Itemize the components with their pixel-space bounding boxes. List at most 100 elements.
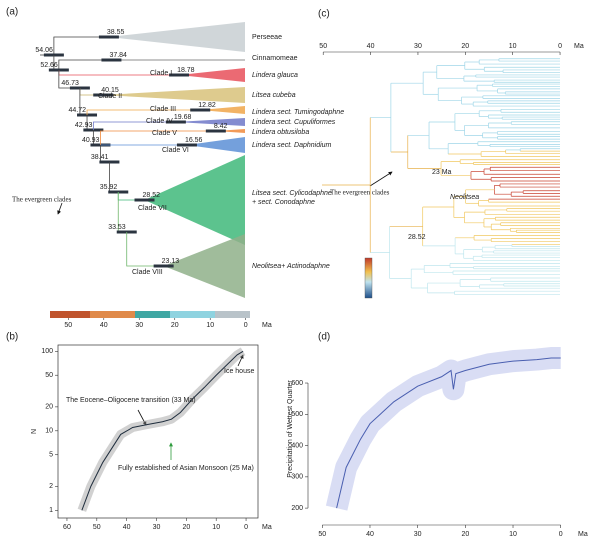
x-tick-label: 50 <box>64 322 72 329</box>
clade-label: Clade I <box>150 70 172 77</box>
x-tick-label: 20 <box>182 524 190 531</box>
node-age-label: 38.41 <box>91 154 109 161</box>
clade-label: Clade VI <box>162 147 189 154</box>
taxon-label: Litsea sect. Cylicodaphne <box>252 190 332 197</box>
x-tick-label: 40 <box>367 43 375 50</box>
clade-triangle <box>144 155 245 245</box>
clade-triangle <box>179 68 245 82</box>
y-axis-label: N <box>31 429 38 434</box>
node-age-label: 23.13 <box>162 258 180 265</box>
annotation: Fully established of Asian Monsoon (25 M… <box>118 465 254 472</box>
node-age-label: 35.92 <box>100 184 118 191</box>
x-tick-label: 50 <box>93 524 101 531</box>
x-tick-label: 30 <box>414 531 422 538</box>
x-tick-label: 20 <box>461 43 469 50</box>
x-tick-label: 10 <box>509 531 517 538</box>
x-tick-label: 0 <box>559 531 563 538</box>
node-age-bar <box>93 93 114 97</box>
node-age-label: 16.56 <box>185 137 203 144</box>
node-age-bar <box>176 143 197 147</box>
node-age-label: 28.52 <box>143 192 161 199</box>
clade-label: Clade II <box>98 93 122 100</box>
node-age-bar <box>101 58 122 62</box>
arrow <box>57 202 63 215</box>
line-band <box>77 347 246 512</box>
x-tick-label: 30 <box>153 524 161 531</box>
arrow <box>369 171 393 187</box>
node-age-label: 54.06 <box>35 47 53 54</box>
clade-triangle <box>200 106 245 114</box>
clade-triangle <box>175 118 245 126</box>
node-age-label: 40.93 <box>82 137 100 144</box>
x-tick-label: 20 <box>171 322 179 329</box>
branch <box>86 109 201 115</box>
taxon-label: Lindera sect. Cupuliformes <box>252 119 336 126</box>
y-tick-label: 500 <box>291 411 303 418</box>
x-tick-label: 40 <box>123 524 131 531</box>
node-age-label: 33.53 <box>108 224 126 231</box>
node-age-label: 46.73 <box>61 80 79 87</box>
y-axis-label: Precipitation of Wettest Quarter <box>287 380 294 478</box>
x-tick-label: 30 <box>414 43 422 50</box>
branch <box>100 130 216 145</box>
annotation: The evergreen clades <box>12 196 72 204</box>
taxon-label: Lindera sect. Tumingodaphne <box>252 109 344 116</box>
x-tick-label: 20 <box>461 531 469 538</box>
taxon-label: + sect. Conodaphne <box>252 199 315 206</box>
taxon-label: Lindera glauca <box>252 72 298 79</box>
y-tick-label: 600 <box>291 380 303 387</box>
node-age-label: 8.42 <box>214 123 228 130</box>
color-legend <box>364 257 373 299</box>
branch <box>58 59 112 70</box>
x-tick-label: 0 <box>244 322 248 329</box>
node-age-bar <box>190 108 211 112</box>
y-tick-label: 10 <box>45 428 53 435</box>
node-age-label: 37.84 <box>109 52 127 59</box>
x-tick-label: 0 <box>558 43 562 50</box>
x-axis-label: Ma <box>574 43 584 50</box>
y-tick-label: 5 <box>49 452 53 459</box>
taxon-label: Cinnamomeae <box>252 55 298 62</box>
plot-frame <box>57 344 259 519</box>
x-axis-label: Ma <box>262 322 272 329</box>
arrow <box>137 409 147 426</box>
annotation: Ice house <box>224 368 254 375</box>
node-age-bar <box>98 35 119 39</box>
y-tick-label: 100 <box>41 348 53 355</box>
clade-triangle <box>103 87 245 103</box>
clade-triangle <box>215 129 245 133</box>
annotation: 23 Ma <box>432 169 452 176</box>
node-age-label: 19.68 <box>174 114 192 121</box>
x-tick-label: 60 <box>63 524 71 531</box>
annotation: The evergreen clades <box>330 189 390 197</box>
branch <box>126 232 164 267</box>
y-tick-label: 20 <box>45 404 53 411</box>
clade-label: Clade VIII <box>132 269 163 276</box>
node-age-label: 40.15 <box>101 87 119 94</box>
y-tick-label: 200 <box>291 505 303 512</box>
clade-triangle <box>163 234 245 298</box>
node-age-bar <box>165 120 186 124</box>
panel-label: (c) <box>318 9 330 20</box>
x-tick-label: 50 <box>319 43 327 50</box>
clade-label: Clade V <box>152 130 177 137</box>
arrow <box>237 354 244 367</box>
x-tick-label: 10 <box>206 322 214 329</box>
panel-label: (d) <box>318 332 330 343</box>
y-tick-label: 50 <box>45 372 53 379</box>
panel-label: (a) <box>6 7 18 18</box>
node-age-bar <box>153 264 174 268</box>
x-tick-label: 10 <box>509 43 517 50</box>
x-axis-label: Ma <box>262 524 272 531</box>
clade-triangle <box>108 22 245 52</box>
clade-label: Clade IV <box>146 118 173 125</box>
y-tick-label: 2 <box>49 483 53 490</box>
taxon-label: Lindera obtusiloba <box>252 129 309 136</box>
x-tick-label: 50 <box>318 531 326 538</box>
node-age-label: 12.82 <box>198 102 216 109</box>
x-tick-label: 40 <box>366 531 374 538</box>
clade-triangle <box>186 137 245 153</box>
x-tick-label: 30 <box>135 322 143 329</box>
node-age-label: 18.78 <box>177 67 195 74</box>
panel-label: (b) <box>6 332 18 343</box>
